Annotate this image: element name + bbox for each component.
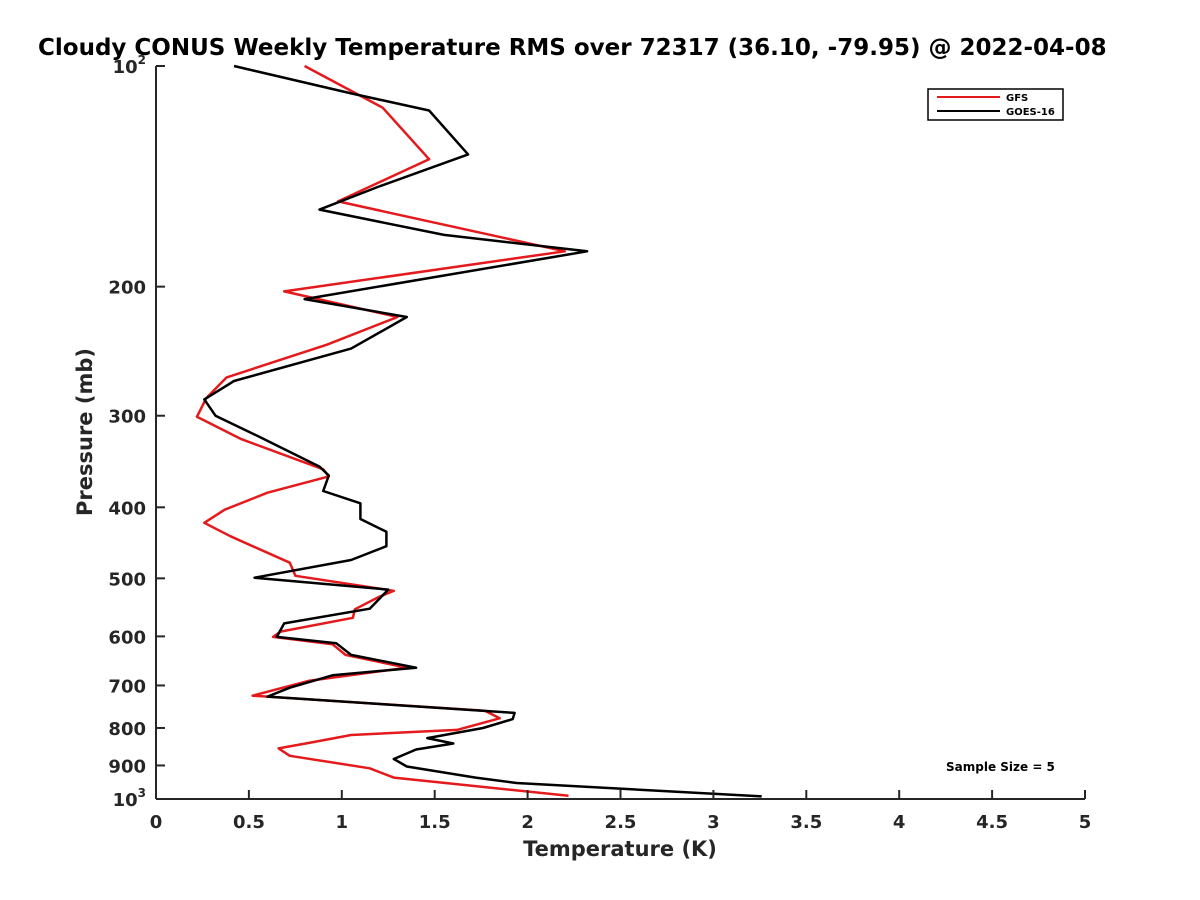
y-tick-label: 600 — [108, 627, 146, 648]
y-axis-label: Pressure (mb) — [73, 348, 97, 516]
y-tick-label: 400 — [108, 498, 146, 519]
legend-label-goes16: GOES-16 — [1006, 107, 1055, 118]
y-ticks: 102 200 300 400 500 600 700 800 900 103 — [108, 53, 165, 811]
series-line-gfs — [195, 64, 569, 798]
legend: GFS GOES-16 — [927, 88, 1064, 121]
y-tick-label: 800 — [108, 719, 146, 740]
legend-label-gfs: GFS — [1006, 93, 1028, 104]
y-tick-label: 200 — [108, 278, 146, 299]
series-layer — [195, 64, 762, 798]
x-tick-label: 1 — [336, 812, 349, 833]
x-tick-label: 3.5 — [790, 812, 822, 833]
x-tick-label: 4 — [893, 812, 906, 833]
x-tick-label: 0.5 — [233, 812, 265, 833]
series-line-goes16 — [203, 64, 762, 798]
x-tick-label: 2.5 — [605, 812, 637, 833]
plot-area: 0 0.5 1 1.5 2 2.5 3 3.5 4 4.5 5 102 200 300 400 500 600… — [108, 53, 1091, 833]
y-tick-label: 900 — [108, 756, 146, 777]
sample-size-annotation: Sample Size = 5 — [946, 760, 1055, 774]
x-tick-label: 4.5 — [976, 812, 1008, 833]
x-ticks: 0 0.5 1 1.5 2 2.5 3 3.5 4 4.5 5 — [150, 790, 1092, 833]
chart-title: Cloudy CONUS Weekly Temperature RMS over… — [38, 35, 1107, 61]
y-tick-label: 103 — [113, 786, 146, 811]
y-tick-label: 700 — [108, 676, 146, 697]
y-tick-label: 102 — [113, 53, 146, 78]
legend-box — [927, 88, 1064, 121]
x-tick-label: 3 — [707, 812, 720, 833]
x-tick-label: 5 — [1079, 812, 1092, 833]
y-tick-label: 500 — [108, 569, 146, 590]
x-tick-label: 2 — [521, 812, 534, 833]
x-tick-label: 1.5 — [419, 812, 451, 833]
x-axis-label: Temperature (K) — [523, 837, 717, 861]
y-tick-label: 300 — [108, 407, 146, 428]
x-tick-label: 0 — [150, 812, 163, 833]
